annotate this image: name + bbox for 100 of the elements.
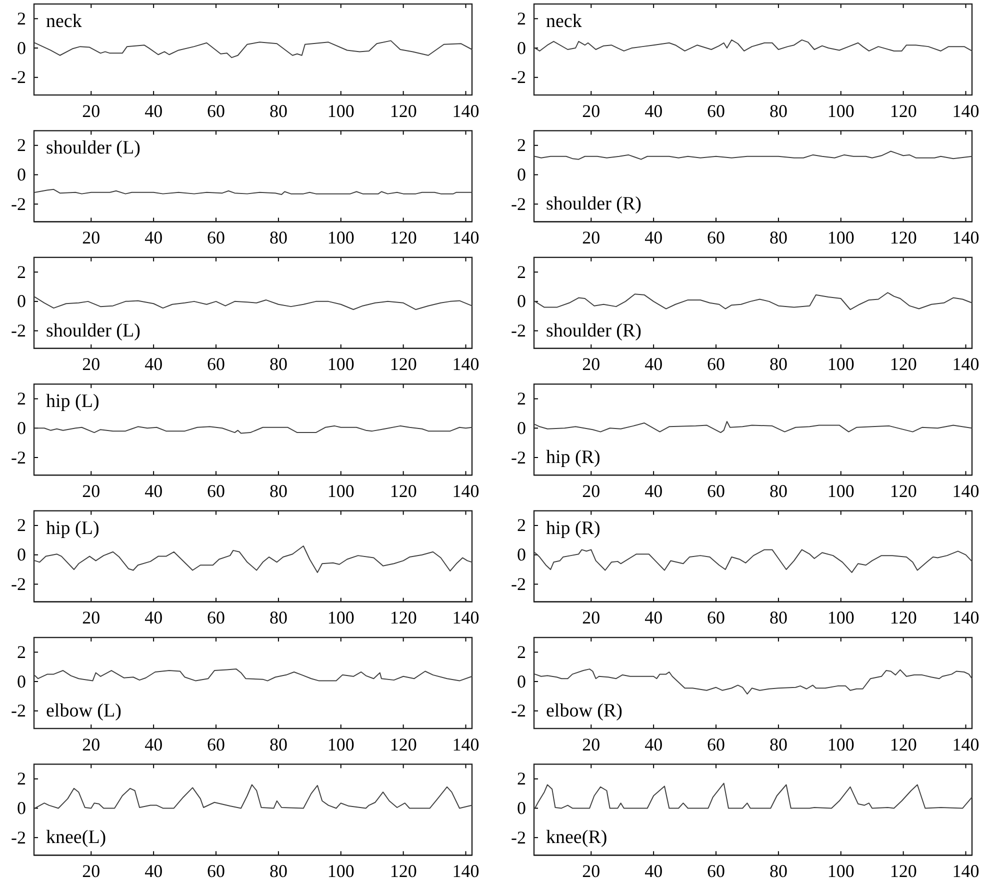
series-label: elbow (L) bbox=[46, 700, 122, 722]
line-series bbox=[534, 549, 972, 573]
y-tick-label: 2 bbox=[17, 642, 26, 662]
x-tick-label: 60 bbox=[207, 100, 226, 121]
y-tick-label: 2 bbox=[17, 515, 26, 536]
x-tick-label: 120 bbox=[890, 734, 917, 754]
x-tick-label: 120 bbox=[390, 608, 417, 628]
x-tick-label: 100 bbox=[327, 860, 354, 881]
x-tick-label: 140 bbox=[452, 860, 480, 881]
y-tick-label: -2 bbox=[511, 574, 526, 594]
line-series bbox=[34, 296, 472, 310]
x-tick-label: 60 bbox=[707, 860, 726, 881]
x-tick-label: 140 bbox=[452, 227, 480, 248]
x-tick-label: 60 bbox=[707, 227, 726, 248]
y-tick-label: 0 bbox=[517, 38, 526, 58]
x-tick-label: 40 bbox=[644, 227, 663, 248]
line-series bbox=[534, 292, 972, 310]
x-tick-label: 140 bbox=[452, 354, 480, 374]
y-tick-label: 2 bbox=[517, 135, 526, 156]
x-tick-label: 60 bbox=[707, 354, 726, 374]
x-tick-label: 120 bbox=[390, 227, 417, 248]
y-tick-label: 0 bbox=[17, 798, 26, 818]
x-tick-label: 20 bbox=[582, 354, 600, 374]
y-tick-label: 0 bbox=[517, 164, 526, 184]
x-tick-label: 20 bbox=[582, 734, 600, 754]
x-tick-label: 120 bbox=[890, 608, 917, 628]
series-label: hip (R) bbox=[546, 518, 600, 539]
x-tick-label: 40 bbox=[144, 354, 163, 374]
x-tick-label: 20 bbox=[82, 734, 100, 754]
y-tick-label: 2 bbox=[17, 388, 26, 409]
line-series bbox=[34, 668, 472, 682]
y-tick-label: 2 bbox=[17, 8, 26, 28]
x-tick-label: 80 bbox=[769, 354, 788, 374]
x-tick-label: 140 bbox=[952, 100, 980, 121]
x-tick-label: 120 bbox=[390, 734, 417, 754]
y-tick-label: 0 bbox=[517, 418, 526, 438]
x-tick-label: 60 bbox=[207, 480, 226, 501]
x-tick-label: 60 bbox=[707, 480, 726, 501]
x-tick-label: 80 bbox=[769, 227, 788, 248]
x-tick-label: 60 bbox=[707, 734, 726, 754]
x-tick-label: 20 bbox=[582, 860, 600, 881]
line-series bbox=[34, 546, 472, 573]
x-tick-label: 120 bbox=[890, 860, 917, 881]
x-tick-label: 80 bbox=[769, 860, 788, 881]
series-label: neck bbox=[46, 11, 82, 32]
series-label: elbow (R) bbox=[546, 700, 623, 722]
x-tick-label: 20 bbox=[582, 480, 600, 501]
x-tick-label: 120 bbox=[890, 100, 917, 121]
x-tick-label: 60 bbox=[207, 354, 226, 374]
y-tick-label: 0 bbox=[17, 671, 26, 692]
y-tick-label: -2 bbox=[11, 67, 26, 88]
x-tick-label: 40 bbox=[644, 860, 663, 881]
y-tick-label: 0 bbox=[17, 38, 26, 58]
x-tick-label: 40 bbox=[644, 354, 663, 374]
y-tick-label: 0 bbox=[17, 164, 26, 184]
y-tick-label: 2 bbox=[517, 515, 526, 536]
x-tick-label: 80 bbox=[769, 100, 788, 121]
y-tick-label: -2 bbox=[511, 700, 526, 721]
x-tick-label: 120 bbox=[890, 227, 917, 248]
x-tick-label: 40 bbox=[144, 608, 163, 628]
series-label: shoulder (R) bbox=[546, 320, 642, 342]
x-tick-label: 140 bbox=[452, 100, 480, 121]
x-tick-label: 100 bbox=[827, 734, 854, 754]
y-tick-label: -2 bbox=[511, 67, 526, 88]
x-tick-label: 120 bbox=[390, 354, 417, 374]
x-tick-label: 120 bbox=[390, 860, 417, 881]
y-tick-label: -2 bbox=[511, 320, 526, 341]
y-tick-label: 0 bbox=[517, 671, 526, 692]
x-tick-label: 140 bbox=[952, 227, 980, 248]
x-tick-label: 60 bbox=[207, 734, 226, 754]
series-label: knee(L) bbox=[46, 827, 106, 848]
y-tick-label: 2 bbox=[517, 768, 526, 789]
y-tick-label: -2 bbox=[11, 447, 26, 468]
x-tick-label: 60 bbox=[207, 608, 226, 628]
x-tick-label: 60 bbox=[207, 227, 226, 248]
x-tick-label: 20 bbox=[582, 100, 600, 121]
line-series bbox=[34, 40, 472, 58]
x-tick-label: 100 bbox=[327, 734, 354, 754]
y-tick-label: 0 bbox=[17, 544, 26, 565]
x-tick-label: 20 bbox=[82, 608, 100, 628]
y-tick-label: -2 bbox=[11, 320, 26, 341]
x-tick-label: 80 bbox=[769, 480, 788, 501]
x-tick-label: 140 bbox=[452, 608, 480, 628]
line-series bbox=[34, 425, 472, 434]
y-tick-label: 2 bbox=[517, 388, 526, 409]
y-tick-label: 2 bbox=[17, 768, 26, 789]
y-tick-label: 0 bbox=[517, 544, 526, 565]
x-tick-label: 80 bbox=[269, 480, 288, 501]
series-label: hip (R) bbox=[546, 447, 600, 468]
series-label: hip (L) bbox=[46, 391, 100, 412]
y-tick-label: 0 bbox=[17, 291, 26, 312]
x-tick-label: 60 bbox=[707, 608, 726, 628]
x-tick-label: 20 bbox=[582, 608, 600, 628]
x-tick-label: 20 bbox=[82, 100, 100, 121]
y-tick-label: -2 bbox=[511, 447, 526, 468]
x-tick-label: 100 bbox=[327, 100, 354, 121]
x-tick-label: 40 bbox=[644, 734, 663, 754]
x-tick-label: 80 bbox=[769, 608, 788, 628]
series-label: knee(R) bbox=[546, 827, 608, 848]
y-tick-label: -2 bbox=[11, 827, 26, 848]
